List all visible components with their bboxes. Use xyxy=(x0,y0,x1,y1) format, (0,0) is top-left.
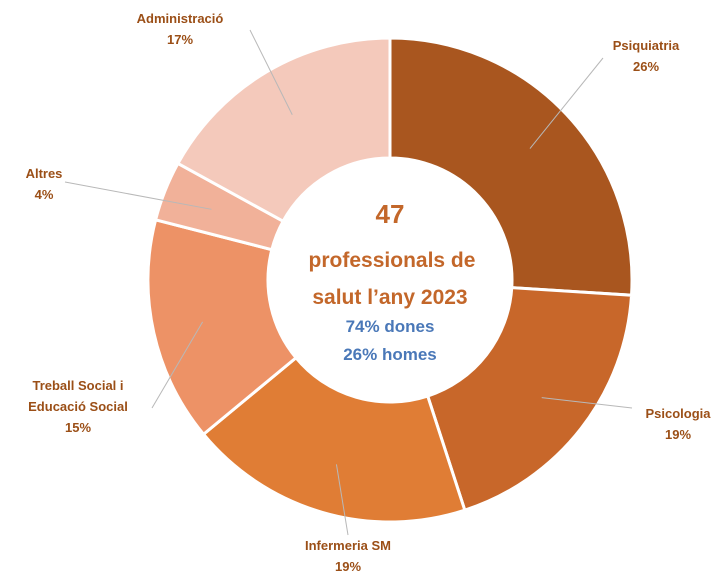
center-line-2: salut l’any 2023 xyxy=(312,286,467,309)
slice-percent: 17% xyxy=(167,32,193,47)
center-stat-women: 74% dones xyxy=(346,317,435,336)
slice-percent: 19% xyxy=(335,559,361,573)
leader-line xyxy=(541,397,633,409)
slice-percent: 19% xyxy=(665,427,691,442)
center-count: 47 xyxy=(376,199,405,229)
leader-line xyxy=(529,57,604,149)
slice-category: Psiquiatria xyxy=(613,38,680,53)
slice-category: Psicologia xyxy=(645,406,711,421)
slice-label: Administració 17% xyxy=(137,11,224,47)
donut-slices xyxy=(146,36,634,524)
slice-infermeria-sm xyxy=(201,355,467,524)
slice-category: Infermeria SM xyxy=(305,538,391,553)
slice-psiquiatria xyxy=(388,36,634,297)
slice-category: Educació Social xyxy=(28,399,128,414)
slice-label: Treball Social i Educació Social 15% xyxy=(28,378,128,435)
slice-label: Infermeria SM 19% xyxy=(305,538,391,573)
leader-line xyxy=(249,29,293,115)
slice-category: Altres xyxy=(26,166,63,181)
slice-category: Administració xyxy=(137,11,224,26)
slice-percent: 26% xyxy=(633,59,659,74)
slice-category: Treball Social i xyxy=(32,378,123,393)
slice-label: Psiquiatria 26% xyxy=(613,38,680,74)
leader-line xyxy=(64,181,212,210)
slice-labels: Psiquiatria 26%Psicologia 19%Infermeria SM… xyxy=(26,11,712,573)
center-line-1: professionals de xyxy=(309,249,476,272)
slice-label: Psicologia 19% xyxy=(645,406,711,442)
center-stat-men: 26% homes xyxy=(343,345,437,364)
slice-label: Altres 4% xyxy=(26,166,63,202)
leader-lines xyxy=(64,29,633,536)
slice-percent: 15% xyxy=(65,420,91,435)
leader-line xyxy=(335,464,349,536)
slice-psicologia xyxy=(425,286,634,513)
leader-line xyxy=(151,321,204,409)
slice-administraci- xyxy=(175,36,392,224)
slice-percent: 4% xyxy=(35,187,54,202)
